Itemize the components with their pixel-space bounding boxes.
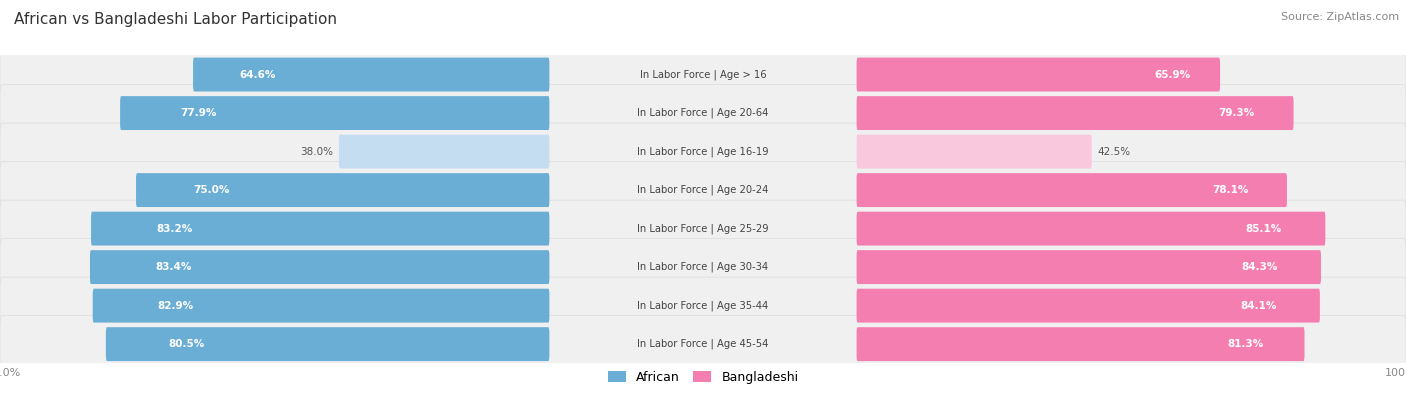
Text: 75.0%: 75.0% <box>193 185 229 195</box>
Text: In Labor Force | Age 20-64: In Labor Force | Age 20-64 <box>637 108 769 118</box>
Text: 83.4%: 83.4% <box>155 262 191 272</box>
Text: In Labor Force | Age 45-54: In Labor Force | Age 45-54 <box>637 339 769 350</box>
Text: 84.1%: 84.1% <box>1240 301 1277 310</box>
Text: 81.3%: 81.3% <box>1227 339 1264 349</box>
FancyBboxPatch shape <box>193 58 550 92</box>
FancyBboxPatch shape <box>120 96 550 130</box>
FancyBboxPatch shape <box>90 250 550 284</box>
Text: 83.2%: 83.2% <box>156 224 193 233</box>
Text: In Labor Force | Age 25-29: In Labor Force | Age 25-29 <box>637 223 769 234</box>
FancyBboxPatch shape <box>0 239 1406 295</box>
FancyBboxPatch shape <box>93 289 550 323</box>
FancyBboxPatch shape <box>0 200 1406 257</box>
Text: In Labor Force | Age 35-44: In Labor Force | Age 35-44 <box>637 300 769 311</box>
Text: 84.3%: 84.3% <box>1241 262 1278 272</box>
Text: African vs Bangladeshi Labor Participation: African vs Bangladeshi Labor Participati… <box>14 12 337 27</box>
Text: In Labor Force | Age 20-24: In Labor Force | Age 20-24 <box>637 185 769 196</box>
Text: 77.9%: 77.9% <box>180 108 217 118</box>
FancyBboxPatch shape <box>0 316 1406 372</box>
FancyBboxPatch shape <box>856 173 1286 207</box>
FancyBboxPatch shape <box>105 327 550 361</box>
Text: In Labor Force | Age 16-19: In Labor Force | Age 16-19 <box>637 146 769 157</box>
FancyBboxPatch shape <box>856 250 1322 284</box>
FancyBboxPatch shape <box>856 289 1320 323</box>
FancyBboxPatch shape <box>136 173 550 207</box>
FancyBboxPatch shape <box>339 135 550 169</box>
Text: 42.5%: 42.5% <box>1098 147 1130 156</box>
FancyBboxPatch shape <box>0 85 1406 141</box>
FancyBboxPatch shape <box>0 162 1406 218</box>
Text: 82.9%: 82.9% <box>157 301 194 310</box>
Text: 65.9%: 65.9% <box>1154 70 1189 79</box>
FancyBboxPatch shape <box>0 123 1406 180</box>
FancyBboxPatch shape <box>856 135 1092 169</box>
Text: 80.5%: 80.5% <box>169 339 204 349</box>
Text: 64.6%: 64.6% <box>239 70 276 79</box>
FancyBboxPatch shape <box>856 96 1294 130</box>
Text: In Labor Force | Age > 16: In Labor Force | Age > 16 <box>640 69 766 80</box>
Text: Source: ZipAtlas.com: Source: ZipAtlas.com <box>1281 12 1399 22</box>
FancyBboxPatch shape <box>856 212 1326 246</box>
FancyBboxPatch shape <box>856 327 1305 361</box>
FancyBboxPatch shape <box>0 277 1406 334</box>
Text: In Labor Force | Age 30-34: In Labor Force | Age 30-34 <box>637 262 769 273</box>
Text: 85.1%: 85.1% <box>1246 224 1282 233</box>
FancyBboxPatch shape <box>856 58 1220 92</box>
Text: 79.3%: 79.3% <box>1218 108 1254 118</box>
Text: 78.1%: 78.1% <box>1212 185 1249 195</box>
FancyBboxPatch shape <box>0 46 1406 103</box>
FancyBboxPatch shape <box>91 212 550 246</box>
Legend: African, Bangladeshi: African, Bangladeshi <box>603 366 803 389</box>
Text: 38.0%: 38.0% <box>299 147 333 156</box>
